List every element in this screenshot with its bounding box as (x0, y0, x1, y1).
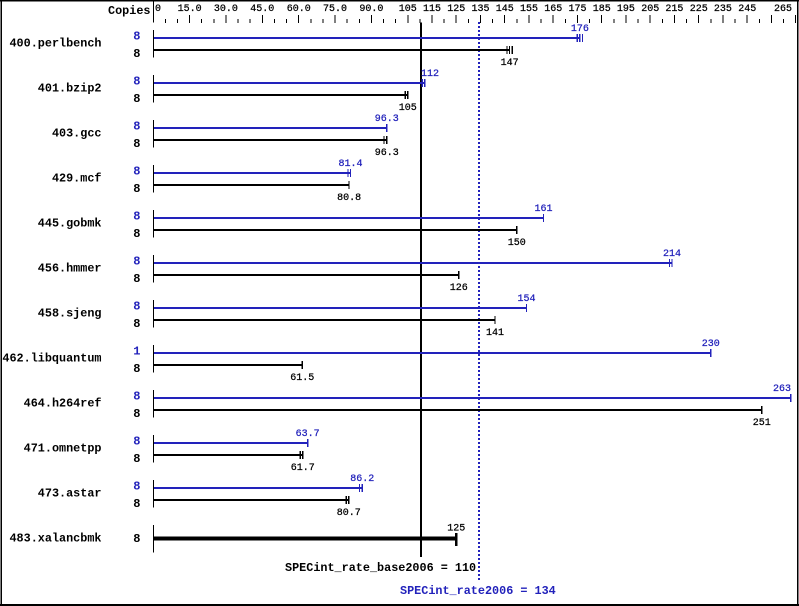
svg-text:176: 176 (571, 24, 589, 35)
svg-text:215: 215 (665, 4, 683, 15)
svg-text:214: 214 (663, 249, 681, 260)
svg-text:185: 185 (593, 4, 611, 15)
svg-text:230: 230 (702, 339, 720, 350)
svg-text:175: 175 (568, 4, 586, 15)
svg-text:458.sjeng: 458.sjeng (38, 307, 102, 321)
svg-text:1: 1 (133, 345, 140, 359)
svg-text:8: 8 (133, 182, 140, 196)
svg-text:263: 263 (773, 384, 791, 395)
svg-text:235: 235 (714, 4, 732, 15)
svg-text:126: 126 (450, 283, 468, 294)
svg-text:86.2: 86.2 (350, 474, 374, 485)
svg-text:251: 251 (753, 418, 771, 429)
svg-text:8: 8 (133, 452, 140, 466)
svg-text:80.7: 80.7 (337, 508, 361, 519)
svg-text:8: 8 (133, 120, 140, 134)
svg-text:8: 8 (133, 75, 140, 89)
svg-text:8: 8 (133, 137, 140, 151)
svg-text:483.xalancbmk: 483.xalancbmk (9, 532, 101, 546)
svg-text:473.astar: 473.astar (38, 487, 102, 501)
svg-text:8: 8 (133, 165, 140, 179)
svg-text:61.7: 61.7 (291, 463, 315, 474)
svg-text:8: 8 (133, 255, 140, 269)
svg-text:155: 155 (520, 4, 538, 15)
svg-text:225: 225 (690, 4, 708, 15)
svg-text:161: 161 (534, 204, 552, 215)
svg-text:445.gobmk: 445.gobmk (38, 217, 102, 231)
svg-text:464.h264ref: 464.h264ref (24, 397, 102, 411)
svg-text:115: 115 (423, 4, 441, 15)
svg-text:8: 8 (133, 92, 140, 106)
svg-text:8: 8 (133, 532, 140, 546)
svg-text:8: 8 (133, 317, 140, 331)
svg-text:400.perlbench: 400.perlbench (9, 37, 101, 51)
svg-text:45.0: 45.0 (250, 4, 274, 15)
svg-text:80.8: 80.8 (337, 193, 361, 204)
svg-text:147: 147 (501, 58, 519, 69)
svg-text:135: 135 (471, 4, 489, 15)
svg-text:60.0: 60.0 (287, 4, 311, 15)
svg-text:63.7: 63.7 (296, 429, 320, 440)
svg-text:125: 125 (447, 524, 465, 535)
svg-text:8: 8 (133, 272, 140, 286)
svg-text:8: 8 (133, 210, 140, 224)
svg-text:81.4: 81.4 (338, 159, 362, 170)
svg-text:105: 105 (399, 4, 417, 15)
svg-text:8: 8 (133, 480, 140, 494)
svg-text:61.5: 61.5 (290, 373, 314, 384)
svg-text:Copies: Copies (108, 4, 150, 18)
svg-text:429.mcf: 429.mcf (52, 172, 102, 186)
svg-text:8: 8 (133, 497, 140, 511)
svg-text:150: 150 (508, 238, 526, 249)
svg-text:195: 195 (617, 4, 635, 15)
svg-text:471.omnetpp: 471.omnetpp (24, 442, 102, 456)
svg-text:462.libquantum: 462.libquantum (2, 352, 101, 366)
svg-text:8: 8 (133, 390, 140, 404)
svg-text:403.gcc: 403.gcc (52, 127, 102, 141)
svg-text:205: 205 (641, 4, 659, 15)
svg-text:8: 8 (133, 300, 140, 314)
svg-text:SPECint_rate_base2006 = 110: SPECint_rate_base2006 = 110 (285, 561, 476, 575)
svg-text:8: 8 (133, 30, 140, 44)
svg-text:30.0: 30.0 (214, 4, 238, 15)
svg-text:96.3: 96.3 (375, 148, 399, 159)
svg-text:165: 165 (544, 4, 562, 15)
svg-text:154: 154 (517, 294, 535, 305)
svg-text:456.hmmer: 456.hmmer (38, 262, 102, 276)
svg-text:90.0: 90.0 (359, 4, 383, 15)
svg-text:145: 145 (496, 4, 514, 15)
svg-text:141: 141 (486, 328, 504, 339)
svg-text:245: 245 (738, 4, 756, 15)
svg-text:0: 0 (155, 4, 161, 15)
svg-text:265: 265 (774, 4, 792, 15)
svg-text:8: 8 (133, 362, 140, 376)
svg-text:96.3: 96.3 (375, 114, 399, 125)
svg-text:112: 112 (421, 69, 439, 80)
svg-text:75.0: 75.0 (323, 4, 347, 15)
svg-text:SPECint_rate2006 = 134: SPECint_rate2006 = 134 (400, 584, 556, 598)
svg-text:8: 8 (133, 435, 140, 449)
svg-text:8: 8 (133, 407, 140, 421)
svg-text:105: 105 (399, 103, 417, 114)
svg-text:401.bzip2: 401.bzip2 (38, 82, 102, 96)
svg-text:8: 8 (133, 47, 140, 61)
svg-text:15.0: 15.0 (178, 4, 202, 15)
svg-text:125: 125 (447, 4, 465, 15)
svg-text:8: 8 (133, 227, 140, 241)
